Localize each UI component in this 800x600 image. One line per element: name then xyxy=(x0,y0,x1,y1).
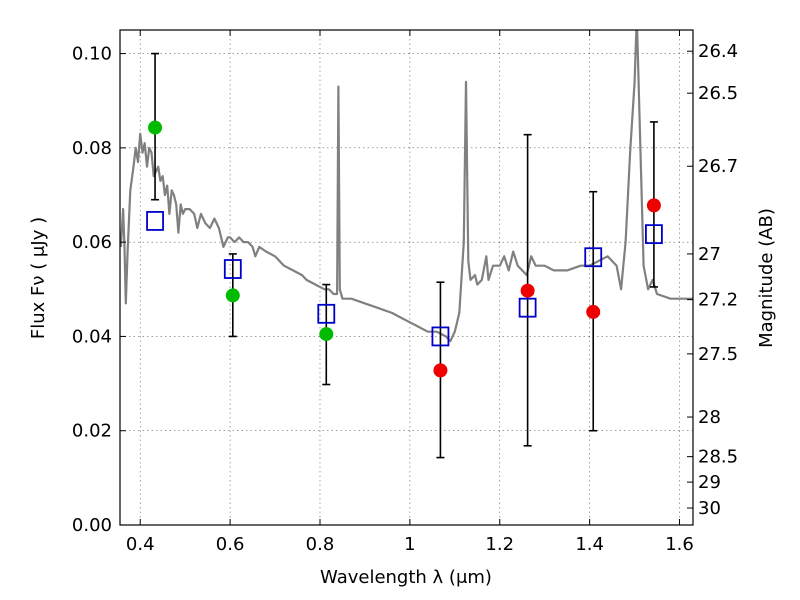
mag-tick-label: 30 xyxy=(698,498,721,519)
y-tick-label: 0.10 xyxy=(72,44,112,65)
mag-tick-label: 28.5 xyxy=(698,447,738,468)
y-tick-label: 0.04 xyxy=(72,326,112,347)
mag-tick-label: 26.7 xyxy=(698,156,738,177)
y-axis-label: Flux Fν ( μJy ) xyxy=(28,217,49,339)
mag-tick-label: 29 xyxy=(698,472,721,493)
plot-frame xyxy=(119,29,694,526)
mag-tick-label: 26.5 xyxy=(698,83,738,104)
tick-layer: 0.4 0.6 0.8 1 1.2 1.4 1.6 0.00 0.02 0.04 0.06 0.08 0… xyxy=(72,30,738,555)
x-tick-label: 0.6 xyxy=(216,534,245,555)
mag-tick-label: 26.4 xyxy=(698,41,738,62)
model-flux-box xyxy=(584,247,603,268)
red-data-point xyxy=(433,363,448,378)
y-tick-label: 0.00 xyxy=(72,515,112,536)
model-flux-box xyxy=(146,211,164,231)
template-spectrum-line xyxy=(120,30,693,343)
x-tick-label: 1 xyxy=(404,534,415,555)
model-flux-box xyxy=(431,326,450,347)
mag-tick-label: 28 xyxy=(698,407,721,428)
model-flux-box xyxy=(317,303,336,324)
y-tick-label: 0.06 xyxy=(72,232,112,253)
model-flux-box xyxy=(518,297,537,318)
green-data-point xyxy=(319,327,334,342)
x-axis-label: Wavelength λ (μm) xyxy=(320,567,492,588)
grid-layer xyxy=(120,30,693,526)
x-tick-label: 1.2 xyxy=(485,534,514,555)
x-tick-label: 0.8 xyxy=(306,534,335,555)
red-data-point xyxy=(646,198,661,213)
mag-tick-label: 27.5 xyxy=(698,344,738,365)
x-tick-label: 0.4 xyxy=(126,534,155,555)
model-flux-box xyxy=(645,224,663,245)
y-tick-label: 0.02 xyxy=(72,421,112,442)
red-data-point xyxy=(520,283,535,298)
x-tick-label: 1.4 xyxy=(575,534,604,555)
model-flux-box xyxy=(223,259,242,279)
green-data-point xyxy=(225,288,240,303)
green-data-point xyxy=(148,120,163,135)
y-tick-label: 0.08 xyxy=(72,138,112,159)
series-layer xyxy=(120,30,693,459)
red-data-point xyxy=(586,304,601,319)
y-axis-label-right: Magnitude (AB) xyxy=(756,208,777,348)
mag-tick-label: 27.2 xyxy=(698,290,738,311)
mag-tick-label: 27 xyxy=(698,244,721,265)
x-tick-label: 1.6 xyxy=(665,534,694,555)
